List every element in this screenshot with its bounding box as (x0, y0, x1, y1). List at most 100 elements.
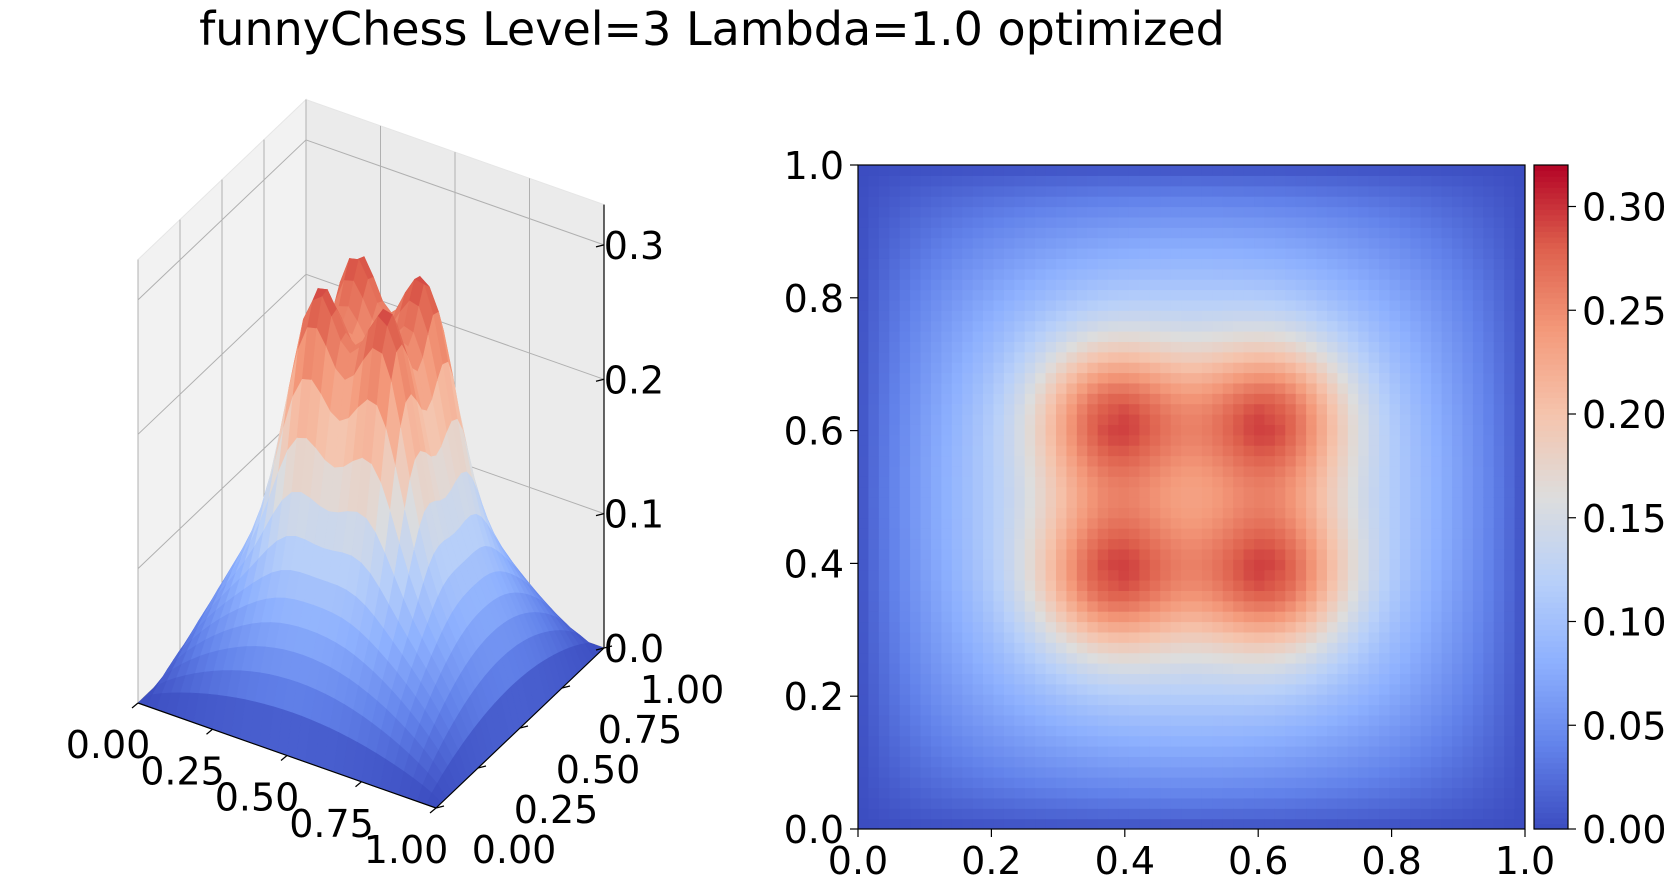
heatmap-cell (1347, 590, 1359, 602)
heatmap-cell (889, 631, 901, 643)
heatmap-cell (1337, 652, 1349, 664)
heatmap-cell (941, 185, 953, 197)
heatmap-cell (868, 289, 880, 301)
heatmap-cell (1441, 735, 1453, 747)
heatmap-cell (962, 808, 974, 820)
heatmap-cell (1118, 766, 1130, 778)
heatmap-cell (1337, 310, 1349, 322)
heatmap-cell (1337, 445, 1349, 457)
heatmap-cell (1097, 808, 1109, 820)
heatmap-cell (930, 185, 942, 197)
heatmap-cell (993, 216, 1005, 228)
heatmap-cell (1472, 746, 1484, 757)
heatmap-cell (983, 289, 995, 301)
heatmap-cell (1274, 538, 1286, 550)
heatmap-cell (1472, 331, 1484, 342)
heatmap-cell (1243, 590, 1255, 602)
heatmap-cell (983, 403, 995, 415)
heatmap-cell (1045, 206, 1057, 218)
heatmap-cell (941, 590, 953, 602)
heatmap-cell (878, 165, 890, 176)
heatmap-cell (889, 725, 901, 737)
heatmap-cell (1066, 797, 1078, 809)
heatmap-cell (1170, 331, 1182, 342)
heatmap-cell (858, 237, 870, 249)
heatmap-cell (1326, 434, 1338, 446)
heatmap-cell (1066, 165, 1078, 176)
heatmap-cell (993, 434, 1005, 446)
heatmap-cell (910, 455, 922, 467)
heatmap-cell (1441, 279, 1453, 291)
heatmap-cell (1452, 507, 1464, 519)
heatmap-cell (1306, 414, 1318, 425)
heatmap-cell (1316, 611, 1328, 623)
heatmap-cell (1097, 569, 1109, 581)
heatmap-cell (868, 382, 880, 394)
heatmap-cell (910, 445, 922, 457)
heatmap-cell (1087, 434, 1099, 446)
heatmap-cell (878, 569, 890, 581)
heatmap-cell (1358, 424, 1370, 436)
heatmap-cell (1472, 787, 1484, 799)
heatmap-cell (1087, 299, 1099, 311)
heatmap-cell (1097, 424, 1109, 436)
heatmap-cell (941, 777, 953, 789)
heatmap-cell (1066, 631, 1078, 643)
heatmap-cell (1243, 331, 1255, 342)
heatmap-cell (1191, 548, 1203, 560)
heatmap-cell (1128, 507, 1140, 519)
heatmap-cell (1035, 663, 1047, 674)
heatmap-cell (1233, 497, 1245, 508)
heatmap-cell (1170, 673, 1182, 685)
heatmap-cell (1347, 424, 1359, 436)
heatmap-cell (1358, 237, 1370, 249)
heatmap-cell (1149, 258, 1161, 270)
heatmap-cell (930, 310, 942, 322)
heatmap-cell (941, 528, 953, 540)
heatmap-cell (878, 663, 890, 674)
heatmap-cell (1149, 725, 1161, 737)
heatmap-cell (1056, 725, 1068, 737)
heatmap-cell (930, 590, 942, 602)
heatmap-cell (993, 206, 1005, 218)
heatmap-cell (1201, 766, 1213, 778)
heatmap-cell (899, 580, 911, 591)
heatmap-cell (1462, 258, 1474, 270)
heatmap-cell (1399, 165, 1411, 176)
heatmap-cell (899, 590, 911, 602)
heatmap-cell (1410, 299, 1422, 311)
heatmap-cell (1181, 766, 1193, 778)
heatmap-cell (1097, 248, 1109, 259)
heatmap-cell (1087, 746, 1099, 757)
heatmap-cell (1024, 756, 1036, 768)
heatmap-cell (1045, 216, 1057, 228)
heatmap-cell (1191, 414, 1203, 425)
heatmap-cell (1014, 445, 1026, 457)
heatmap-cell (920, 538, 932, 550)
heatmap-cell (920, 393, 932, 405)
heatmap-cell (1108, 673, 1120, 685)
heatmap-cell (1274, 777, 1286, 789)
heatmap-cell (1108, 279, 1120, 291)
heatmap-cell (1212, 808, 1224, 820)
heatmap-cell (1139, 237, 1151, 249)
heatmap-cell (1066, 486, 1078, 498)
heatmap-cell (951, 227, 963, 239)
heatmap-cell (1389, 310, 1401, 322)
heatmap-cell (983, 528, 995, 540)
heatmap-cell (920, 414, 932, 425)
heatmap-cell (951, 600, 963, 612)
heatmap-cell (983, 196, 995, 208)
heatmap-cell (1181, 279, 1193, 291)
heatmap-cell (1285, 403, 1297, 415)
heatmap-cell (910, 673, 922, 685)
heatmap-cell (1399, 237, 1411, 249)
heatmap-cell (1472, 497, 1484, 508)
heatmap-cell (1379, 445, 1391, 457)
heatmap-cell (920, 372, 932, 384)
heatmap-cell (1285, 797, 1297, 809)
heatmap-cell (1160, 538, 1172, 550)
heatmap-cell (1316, 299, 1328, 311)
heatmap-cell (1076, 756, 1088, 768)
heatmap-cell (1014, 268, 1026, 280)
